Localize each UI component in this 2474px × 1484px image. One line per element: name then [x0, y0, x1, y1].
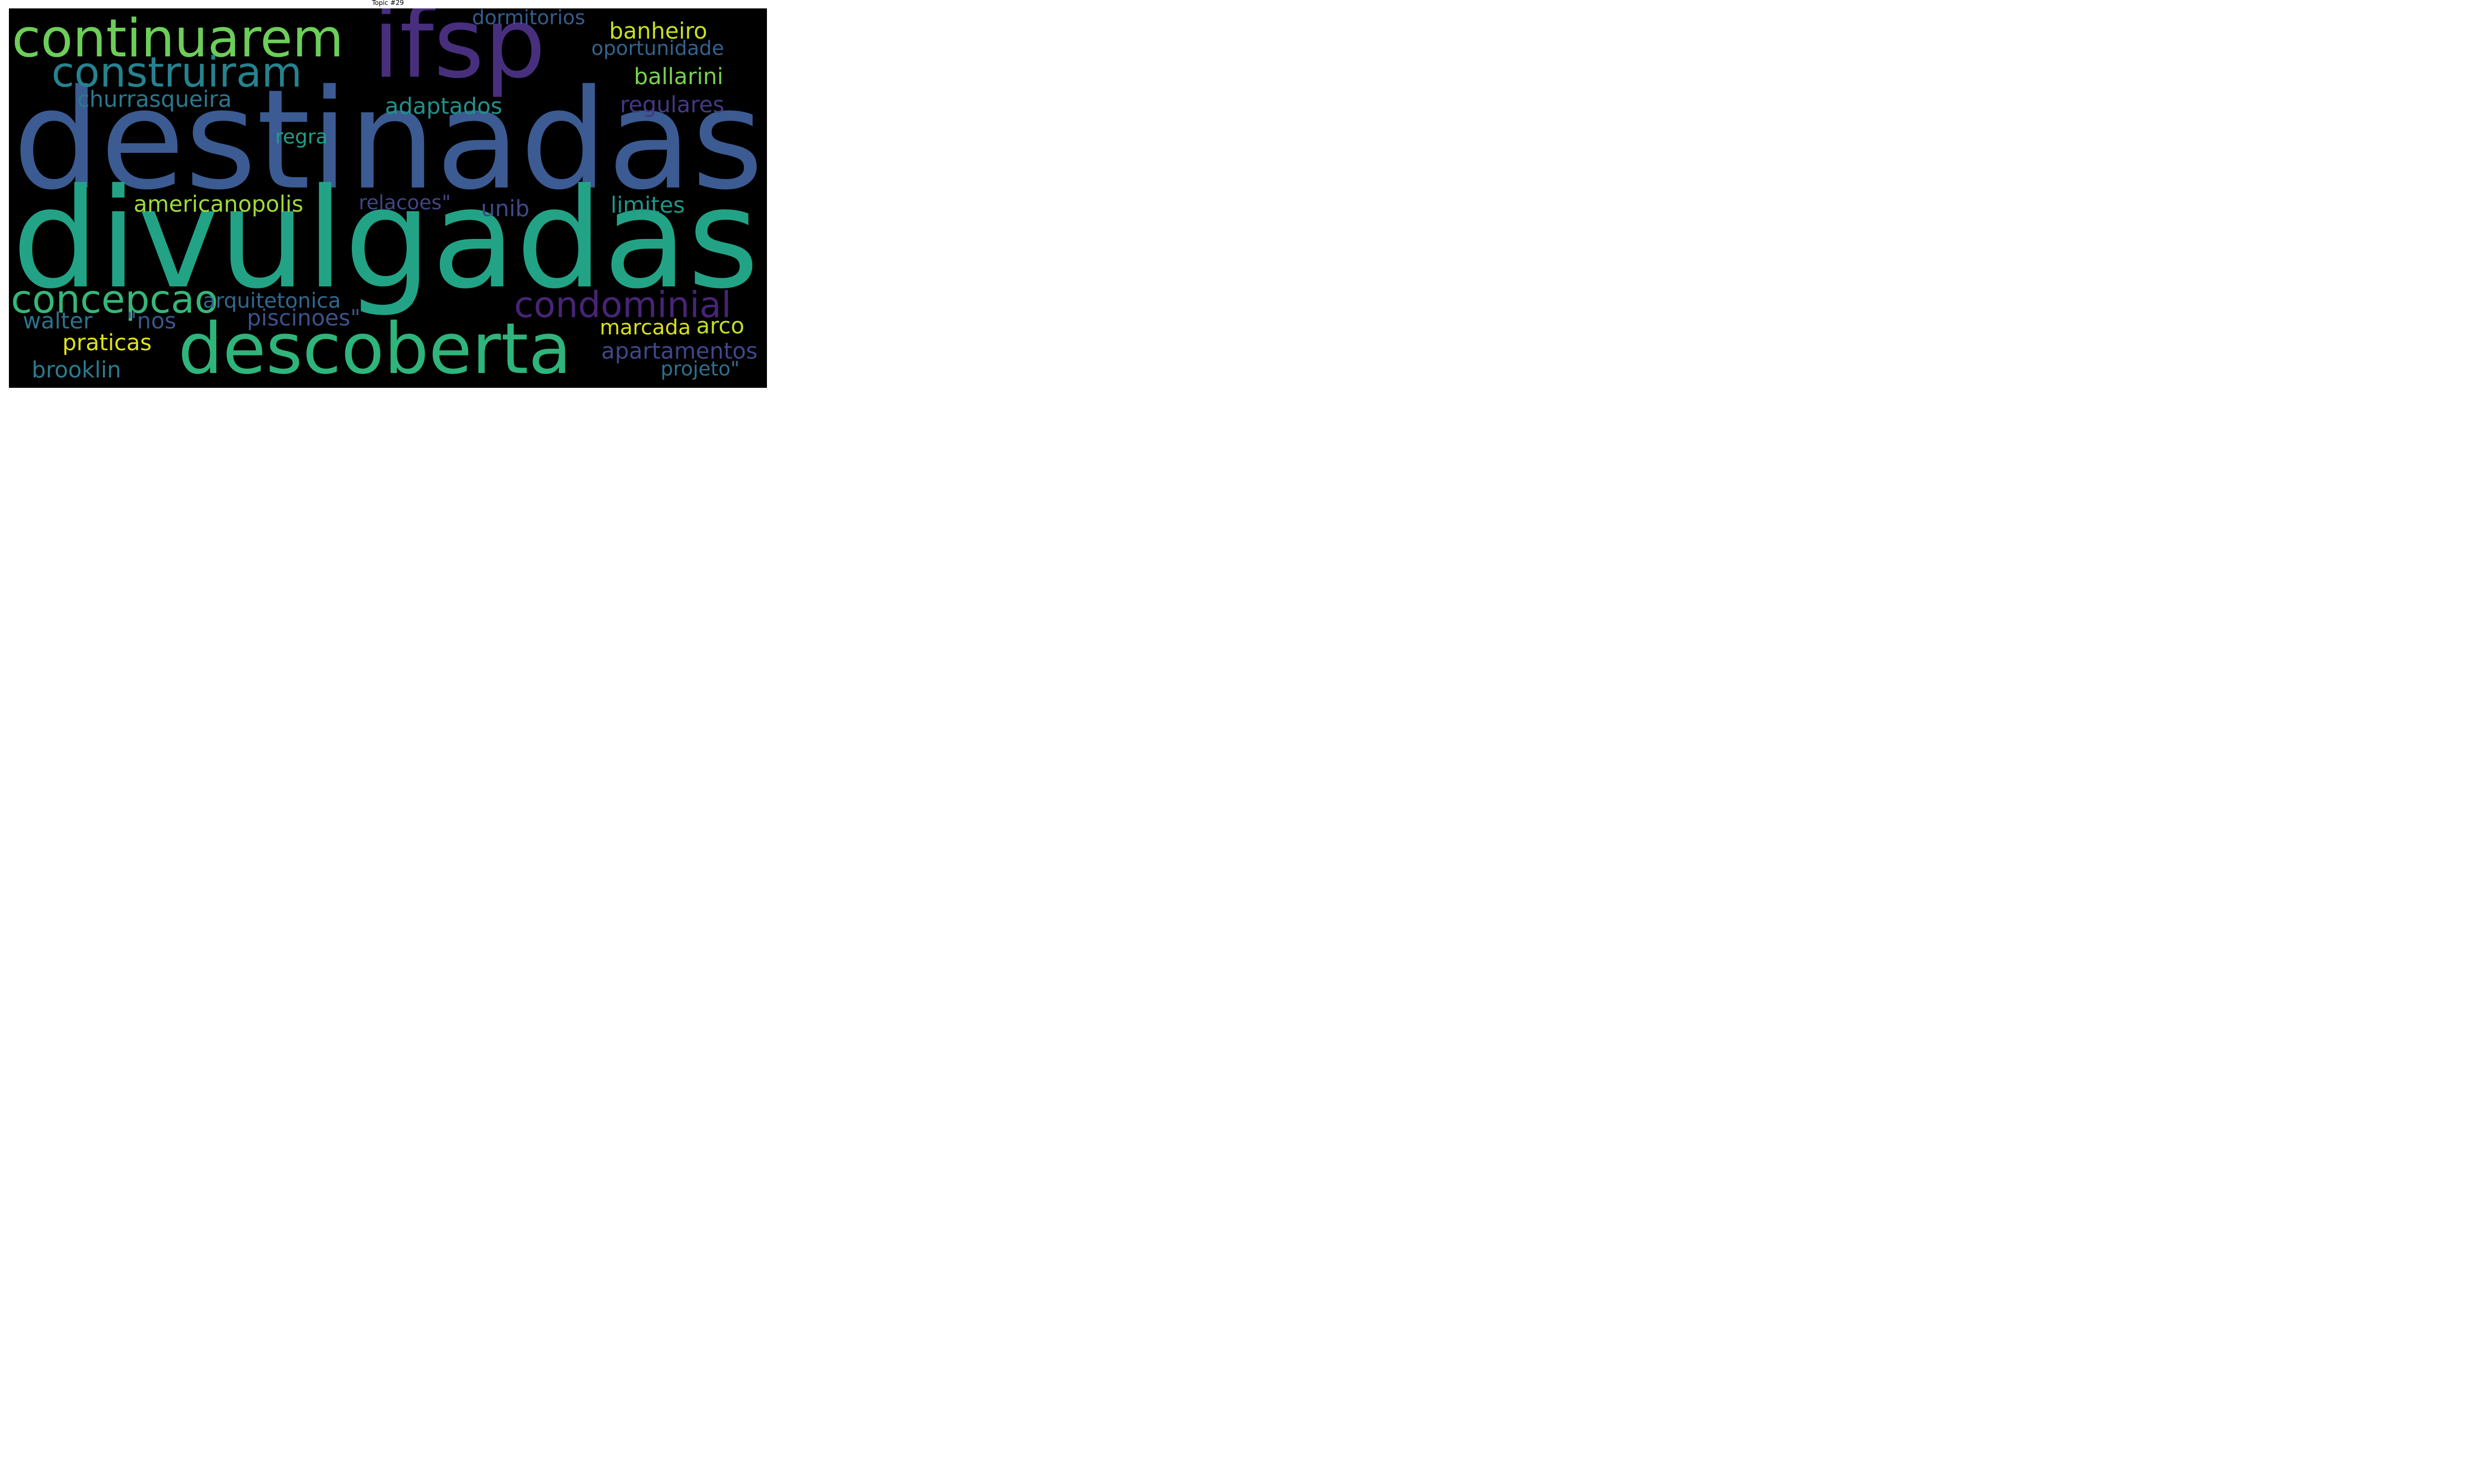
- word-regulares: regulares: [620, 92, 725, 118]
- word-unib: unib: [481, 195, 530, 222]
- word-oportunidade: oportunidade: [591, 37, 724, 60]
- word-arco: arco: [696, 313, 745, 339]
- word-descoberta: descoberta: [178, 308, 572, 388]
- figure-title: Topic #29: [372, 0, 404, 7]
- word-cloud: destinadas divulgadas ifsp continuarem c…: [9, 8, 767, 388]
- word-ballarini: ballarini: [634, 63, 723, 90]
- word-construiram: construiram: [51, 48, 302, 96]
- word-piscinoes: piscinoes": [247, 305, 361, 331]
- word-destinadas: destinadas: [13, 60, 763, 220]
- word-continuarem: continuarem: [12, 8, 344, 69]
- word-limites: limites: [611, 192, 685, 218]
- word-regra: regra: [275, 126, 328, 148]
- word-condominial: condominial: [514, 284, 731, 325]
- word-banheiro: banheiro: [609, 18, 708, 44]
- word-divulgadas: divulgadas: [12, 159, 760, 319]
- word-nos: "nos: [127, 308, 177, 334]
- word-praticas: praticas: [62, 329, 152, 356]
- word-concepcao: concepcao: [11, 278, 218, 322]
- word-relacoes: relacoes": [359, 191, 451, 214]
- word-marcada: marcada: [600, 315, 691, 339]
- word-walter: walter: [23, 308, 93, 334]
- word-arquitetonica: arquitetonica: [203, 288, 341, 313]
- word-americanopolis: americanopolis: [134, 191, 304, 217]
- word-adaptados: adaptados: [385, 93, 503, 119]
- word-brooklin: brooklin: [32, 357, 121, 383]
- word-dormitorios: dormitorios: [472, 8, 585, 29]
- figure: Topic #29 destinadas divulgadas ifsp con…: [0, 0, 776, 388]
- word-churrasqueira: churrasqueira: [77, 86, 232, 112]
- word-ifsp: ifsp: [373, 8, 546, 100]
- word-projeto: projeto": [661, 358, 740, 380]
- word-apartamentos: apartamentos: [601, 338, 758, 364]
